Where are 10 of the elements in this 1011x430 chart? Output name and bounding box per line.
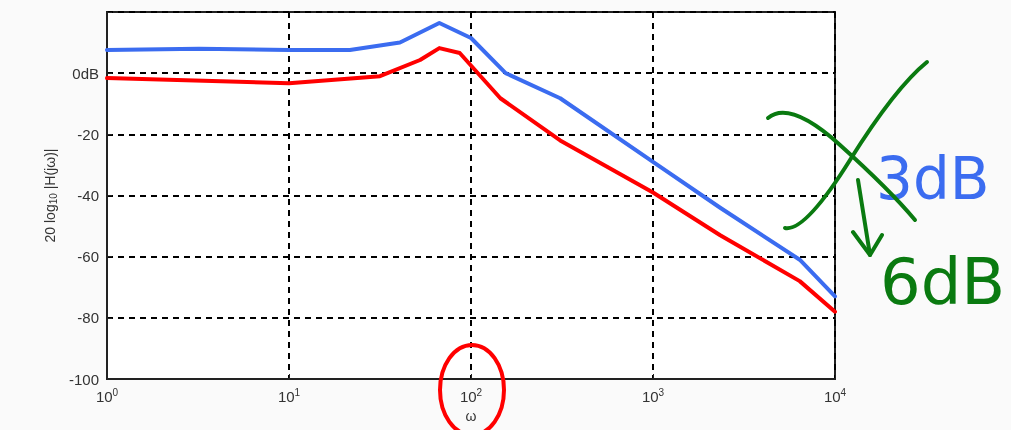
y-tick-label: -100 (68, 370, 99, 388)
y-axis-title: 20 log10 |H(jω)| (42, 148, 59, 243)
y-tick-label: -20 (77, 125, 99, 143)
text: 6dB (880, 245, 1006, 319)
y-tick-label: -80 (77, 309, 99, 327)
y-tick-label: -60 (77, 248, 99, 266)
x-axis-title: ω (465, 408, 477, 424)
y-tick-label: 0dB (72, 64, 99, 82)
y-tick-label: -40 (77, 187, 99, 204)
text: 3dB (876, 145, 990, 213)
